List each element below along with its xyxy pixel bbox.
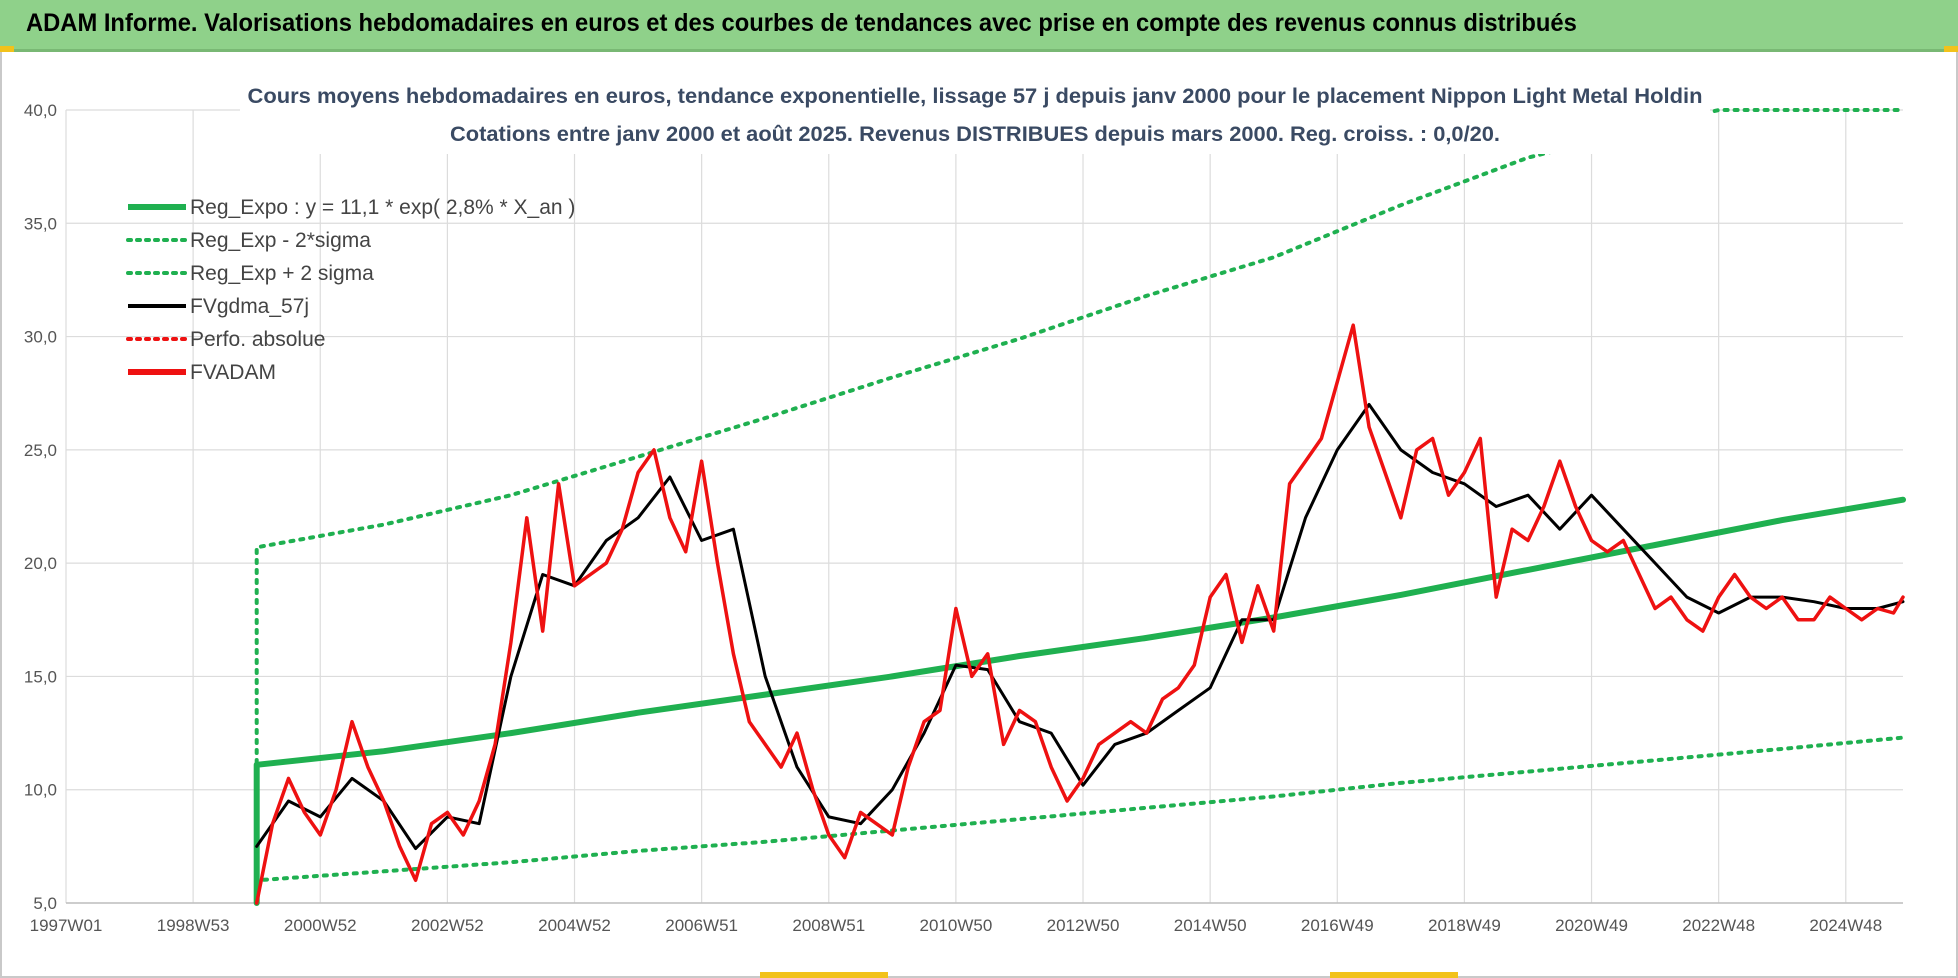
y-tick-label: 5,0 <box>33 894 57 913</box>
x-tick-label: 2020W49 <box>1555 916 1628 935</box>
legend-label: Reg_Expo : y = 11,1 * exp( 2,8% * X_an ) <box>190 196 575 219</box>
chart-title: Cours moyens hebdomadaires en euros, ten… <box>248 85 1703 108</box>
x-tick-label: 2012W50 <box>1047 916 1120 935</box>
legend-label: FVgdma_57j <box>190 295 309 318</box>
x-tick-label: 2000W52 <box>284 916 357 935</box>
x-tick-label: 2014W50 <box>1174 916 1247 935</box>
series-fvgdma-57j <box>255 403 1905 851</box>
y-tick-label: 40,0 <box>24 101 57 120</box>
legend-label: Reg_Exp - 2*sigma <box>190 229 371 252</box>
series-layer <box>253 108 1906 906</box>
bottom-accent-2 <box>1330 972 1458 978</box>
x-tick-label: 2016W49 <box>1301 916 1374 935</box>
y-tick-label: 20,0 <box>24 554 57 573</box>
x-tick-label: 1998W53 <box>157 916 230 935</box>
x-tick-label: 1997W01 <box>30 916 103 935</box>
axis-layer: 5,0 10,0 15,0 20,0 25,0 30,0 35,0 40,0 1997W01 19… <box>24 101 1903 935</box>
y-tick-label: 15,0 <box>24 667 57 686</box>
legend-item: Reg_Exp + 2 sigma <box>126 262 374 285</box>
x-tick-label: 2022W48 <box>1682 916 1755 935</box>
x-tick-label: 2006W51 <box>665 916 738 935</box>
x-tick-label: 2004W52 <box>538 916 611 935</box>
series-fvadam <box>254 323 1905 905</box>
legend-label: Perfo. absolue <box>190 328 325 351</box>
x-tick-label: 2024W48 <box>1809 916 1882 935</box>
report-title: ADAM Informe. Valorisations hebdomadaire… <box>26 9 1577 37</box>
legend-item: Perfo. absolue <box>126 328 325 351</box>
x-tick-label: 2018W49 <box>1428 916 1501 935</box>
legend-label: FVADAM <box>190 361 276 384</box>
bottom-accent-1 <box>760 972 888 978</box>
banner-accent-left <box>0 46 14 52</box>
legend-item: Reg_Expo : y = 11,1 * exp( 2,8% * X_an ) <box>128 196 575 219</box>
y-tick-label: 10,0 <box>24 781 57 800</box>
legend: Reg_Expo : y = 11,1 * exp( 2,8% * X_an )… <box>126 196 575 384</box>
x-tick-label: 2008W51 <box>792 916 865 935</box>
x-tick-label: 2002W52 <box>411 916 484 935</box>
legend-item: FVADAM <box>128 361 276 384</box>
title-layer: Cours moyens hebdomadaires en euros, ten… <box>240 78 1710 154</box>
legend-item: FVgdma_57j <box>128 295 309 318</box>
banner-accent-right <box>1944 46 1958 52</box>
series-reg-expo <box>253 496 1906 906</box>
title-backdrop <box>240 78 1710 154</box>
report-banner <box>0 0 1958 52</box>
legend-item: Reg_Exp - 2*sigma <box>126 229 371 252</box>
chart-subtitle: Cotations entre janv 2000 et août 2025. … <box>450 123 1500 146</box>
legend-label: Reg_Exp + 2 sigma <box>190 262 374 285</box>
y-tick-label: 25,0 <box>24 441 57 460</box>
series-reg-minus-2sigma <box>254 735 1905 905</box>
y-tick-label: 35,0 <box>24 214 57 233</box>
y-tick-label: 30,0 <box>24 328 57 347</box>
x-tick-label: 2010W50 <box>920 916 993 935</box>
